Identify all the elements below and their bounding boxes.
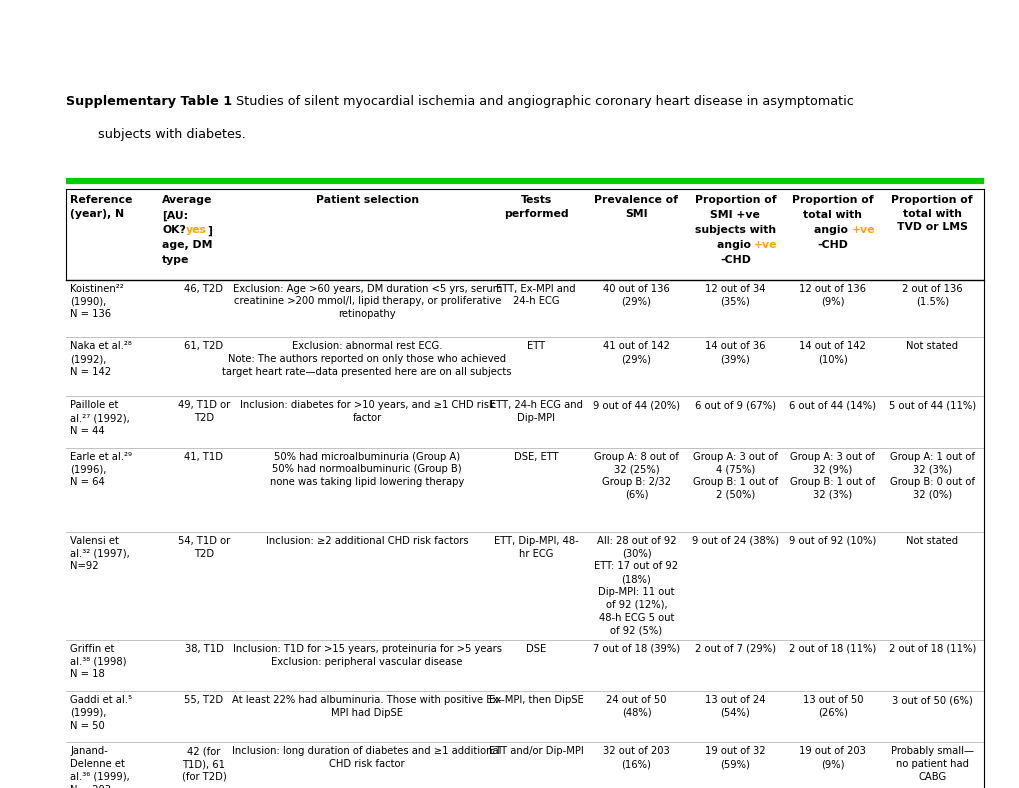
Text: Proportion of
total with
TVD or LMS: Proportion of total with TVD or LMS xyxy=(891,195,972,232)
Text: Group A: 3 out of
4 (75%)
Group B: 1 out of
2 (50%): Group A: 3 out of 4 (75%) Group B: 1 out… xyxy=(692,452,777,500)
Text: +ve: +ve xyxy=(851,225,874,236)
Text: Earle et al.²⁹
(1996),
N = 64: Earle et al.²⁹ (1996), N = 64 xyxy=(70,452,132,487)
Text: 49, T1D or
T2D: 49, T1D or T2D xyxy=(177,400,230,423)
Text: 13 out of 24
(54%): 13 out of 24 (54%) xyxy=(704,695,765,718)
Text: ]: ] xyxy=(207,225,212,236)
Text: 5 out of 44 (11%): 5 out of 44 (11%) xyxy=(888,400,975,411)
Text: 55, T2D: 55, T2D xyxy=(184,695,223,705)
Text: Prevalence of
SMI: Prevalence of SMI xyxy=(594,195,678,218)
Text: 9 out of 92 (10%): 9 out of 92 (10%) xyxy=(789,536,875,546)
Text: Inclusion: ≥2 additional CHD risk factors: Inclusion: ≥2 additional CHD risk factor… xyxy=(266,536,468,546)
Text: 6 out of 44 (14%): 6 out of 44 (14%) xyxy=(789,400,875,411)
Text: Average: Average xyxy=(162,195,212,206)
Text: 61, T2D: 61, T2D xyxy=(184,341,223,351)
Text: 19 out of 32
(59%): 19 out of 32 (59%) xyxy=(704,746,765,769)
Text: yes: yes xyxy=(185,225,207,236)
Text: Koistinen²²
(1990),
N = 136: Koistinen²² (1990), N = 136 xyxy=(70,284,124,319)
Text: OK?: OK? xyxy=(162,225,185,236)
Text: Proportion of: Proportion of xyxy=(791,195,873,206)
Text: 9 out of 44 (20%): 9 out of 44 (20%) xyxy=(592,400,680,411)
Text: -CHD: -CHD xyxy=(816,240,848,251)
Text: 54, T1D or
T2D: 54, T1D or T2D xyxy=(177,536,230,559)
Text: Exclusion: Age >60 years, DM duration <5 yrs, serum
creatinine >200 mmol/l, lipi: Exclusion: Age >60 years, DM duration <5… xyxy=(232,284,501,319)
Text: At least 22% had albuminuria. Those with positive Ex-
MPI had DipSE: At least 22% had albuminuria. Those with… xyxy=(232,695,501,718)
Text: Janand-
Delenne et
al.³⁶ (1999),
N = 203: Janand- Delenne et al.³⁶ (1999), N = 203 xyxy=(70,746,130,788)
Text: 9 out of 24 (38%): 9 out of 24 (38%) xyxy=(691,536,779,546)
Text: Group A: 8 out of
32 (25%)
Group B: 2/32
(6%): Group A: 8 out of 32 (25%) Group B: 2/32… xyxy=(593,452,679,500)
Text: ETT, Dip-MPI, 48-
hr ECG: ETT, Dip-MPI, 48- hr ECG xyxy=(493,536,578,559)
Text: Gaddi et al.⁵
(1999),
N = 50: Gaddi et al.⁵ (1999), N = 50 xyxy=(70,695,132,730)
Text: angio: angio xyxy=(813,225,851,236)
Text: 2 out of 7 (29%): 2 out of 7 (29%) xyxy=(694,644,775,654)
Text: ETT and/or Dip-MPI: ETT and/or Dip-MPI xyxy=(488,746,583,756)
Text: 6 out of 9 (67%): 6 out of 9 (67%) xyxy=(694,400,775,411)
Text: Not stated: Not stated xyxy=(905,341,958,351)
Text: ETT: ETT xyxy=(527,341,544,351)
Text: Naka et al.²⁸
(1992),
N = 142: Naka et al.²⁸ (1992), N = 142 xyxy=(70,341,132,377)
Text: 3 out of 50 (6%): 3 out of 50 (6%) xyxy=(891,695,972,705)
Text: 42 (for
T1D), 61
(for T2D): 42 (for T1D), 61 (for T2D) xyxy=(181,746,226,782)
Text: ETT, Ex-MPI and
24-h ECG: ETT, Ex-MPI and 24-h ECG xyxy=(495,284,576,307)
Text: 32 out of 203
(16%): 32 out of 203 (16%) xyxy=(602,746,669,769)
Text: +ve: +ve xyxy=(754,240,777,251)
Text: Valensi et
al.³² (1997),
N=92: Valensi et al.³² (1997), N=92 xyxy=(70,536,130,571)
Text: age, DM: age, DM xyxy=(162,240,213,251)
Text: Exclusion: abnormal rest ECG.
Note: The authors reported on only those who achie: Exclusion: abnormal rest ECG. Note: The … xyxy=(222,341,512,377)
Text: 2 out of 136
(1.5%): 2 out of 136 (1.5%) xyxy=(901,284,962,307)
Text: 46, T2D: 46, T2D xyxy=(184,284,223,294)
Text: subjects with: subjects with xyxy=(694,225,775,236)
Text: subjects with diabetes.: subjects with diabetes. xyxy=(66,128,246,140)
Text: Reference
(year), N: Reference (year), N xyxy=(70,195,132,218)
Text: Tests
performed: Tests performed xyxy=(503,195,568,218)
Text: 2 out of 18 (11%): 2 out of 18 (11%) xyxy=(789,644,875,654)
Text: Inclusion: long duration of diabetes and ≥1 additional
CHD risk factor: Inclusion: long duration of diabetes and… xyxy=(232,746,501,769)
Text: 19 out of 203
(9%): 19 out of 203 (9%) xyxy=(799,746,865,769)
Text: total with: total with xyxy=(803,210,861,221)
Text: 12 out of 34
(35%): 12 out of 34 (35%) xyxy=(704,284,765,307)
Text: 41, T1D: 41, T1D xyxy=(184,452,223,462)
Text: 40 out of 136
(29%): 40 out of 136 (29%) xyxy=(602,284,669,307)
Text: 14 out of 142
(10%): 14 out of 142 (10%) xyxy=(799,341,865,364)
Text: Group A: 3 out of
32 (9%)
Group B: 1 out of
32 (3%): Group A: 3 out of 32 (9%) Group B: 1 out… xyxy=(790,452,874,500)
Text: Supplementary Table 1: Supplementary Table 1 xyxy=(66,95,232,107)
Text: Probably small—
no patient had
CABG: Probably small— no patient had CABG xyxy=(890,746,973,782)
Text: [AU:: [AU: xyxy=(162,210,189,221)
Text: Patient selection: Patient selection xyxy=(315,195,419,206)
Text: DSE, ETT: DSE, ETT xyxy=(514,452,557,462)
Text: Group A: 1 out of
32 (3%)
Group B: 0 out of
32 (0%): Group A: 1 out of 32 (3%) Group B: 0 out… xyxy=(889,452,974,500)
Text: Paillole et
al.²⁷ (1992),
N = 44: Paillole et al.²⁷ (1992), N = 44 xyxy=(70,400,130,436)
Text: ETT, 24-h ECG and
Dip-MPI: ETT, 24-h ECG and Dip-MPI xyxy=(489,400,582,423)
Text: 12 out of 136
(9%): 12 out of 136 (9%) xyxy=(799,284,865,307)
Text: 2 out of 18 (11%): 2 out of 18 (11%) xyxy=(888,644,975,654)
Text: 7 out of 18 (39%): 7 out of 18 (39%) xyxy=(592,644,680,654)
Text: 13 out of 50
(26%): 13 out of 50 (26%) xyxy=(802,695,862,718)
Text: 41 out of 142
(29%): 41 out of 142 (29%) xyxy=(602,341,669,364)
Text: Proportion of: Proportion of xyxy=(694,195,775,206)
Text: All: 28 out of 92
(30%)
ETT: 17 out of 92
(18%)
Dip-MPI: 11 out
of 92 (12%),
48-: All: 28 out of 92 (30%) ETT: 17 out of 9… xyxy=(594,536,678,635)
Text: 50% had microalbuminuria (Group A)
50% had normoalbuminuric (Group B)
none was t: 50% had microalbuminuria (Group A) 50% h… xyxy=(270,452,464,487)
Text: SMI +ve: SMI +ve xyxy=(710,210,759,221)
Text: 14 out of 36
(39%): 14 out of 36 (39%) xyxy=(704,341,765,364)
Text: Inclusion: diabetes for >10 years, and ≥1 CHD risk
factor: Inclusion: diabetes for >10 years, and ≥… xyxy=(239,400,494,423)
Text: Inclusion: T1D for >15 years, proteinuria for >5 years
Exclusion: peripheral vas: Inclusion: T1D for >15 years, proteinuri… xyxy=(232,644,501,667)
Text: 38, T1D: 38, T1D xyxy=(184,644,223,654)
Text: angio: angio xyxy=(715,240,754,251)
Text: 24 out of 50
(48%): 24 out of 50 (48%) xyxy=(605,695,666,718)
Text: type: type xyxy=(162,255,190,266)
Text: Ex-MPI, then DipSE: Ex-MPI, then DipSE xyxy=(488,695,583,705)
Text: Studies of silent myocardial ischemia and angiographic coronary heart disease in: Studies of silent myocardial ischemia an… xyxy=(232,95,853,107)
Text: Griffin et
al.³⁸ (1998)
N = 18: Griffin et al.³⁸ (1998) N = 18 xyxy=(70,644,126,679)
Text: DSE: DSE xyxy=(526,644,545,654)
Text: Not stated: Not stated xyxy=(905,536,958,546)
Text: -CHD: -CHD xyxy=(719,255,750,266)
